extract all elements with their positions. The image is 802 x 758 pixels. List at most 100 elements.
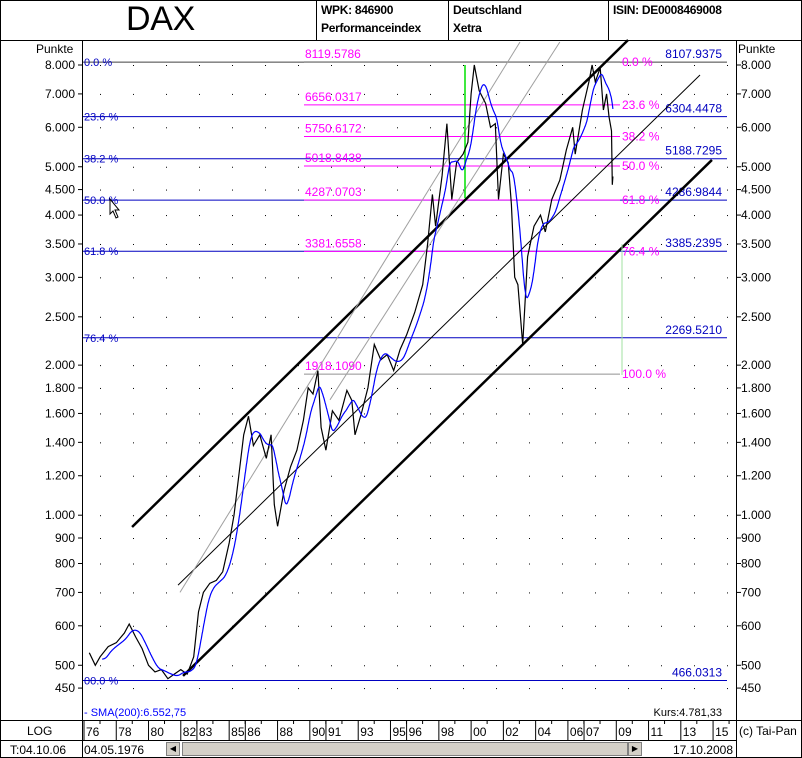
grid-dot xyxy=(496,515,497,517)
grid-dot xyxy=(100,316,101,318)
grid-dot xyxy=(661,166,662,168)
grid-dot xyxy=(529,277,530,279)
x-tick-label: 78 xyxy=(118,725,132,739)
grid-dot xyxy=(298,189,299,191)
grid-dot xyxy=(463,93,464,95)
grid-dot xyxy=(562,93,563,95)
grid-dot xyxy=(562,515,563,517)
grid-dot xyxy=(595,277,596,279)
grid-dot xyxy=(430,563,431,565)
grid-dot xyxy=(694,688,695,690)
grid-dot xyxy=(232,387,233,389)
grid-dot xyxy=(298,277,299,279)
grid-dot xyxy=(397,625,398,627)
left-axis-unit: Punkte xyxy=(36,42,74,56)
grid-dot xyxy=(265,515,266,517)
grid-dot xyxy=(727,665,728,667)
grid-dot xyxy=(628,625,629,627)
grid-dot xyxy=(199,442,200,444)
copyright-label: (c) Tai-Pan xyxy=(739,724,797,738)
grid-dot xyxy=(397,189,398,191)
x-tick-label: 11 xyxy=(651,725,664,739)
grid-dot xyxy=(496,563,497,565)
grid-dot xyxy=(364,189,365,191)
fib-short-value: 6656.0317 xyxy=(305,90,362,104)
y-tick-label-right: 450 xyxy=(741,681,761,695)
y-tick-label-left: 1.000 xyxy=(45,508,75,522)
grid-dot xyxy=(166,277,167,279)
grid-dot xyxy=(727,688,728,690)
end-date: 17.10.2008 xyxy=(672,743,733,757)
grid-dot xyxy=(397,316,398,318)
grid-dot xyxy=(364,413,365,415)
grid-dot xyxy=(364,277,365,279)
grid-dot xyxy=(496,665,497,667)
grid-dot xyxy=(397,166,398,168)
x-tick-label: 93 xyxy=(360,725,374,739)
grid-dot xyxy=(463,243,464,245)
grid-dot xyxy=(694,387,695,389)
grid-dot xyxy=(628,215,629,217)
grid-dot xyxy=(430,413,431,415)
fib-long-pct: 23.6 % xyxy=(84,112,118,124)
grid-dot xyxy=(166,413,167,415)
grid-dot xyxy=(199,127,200,129)
grid-dot xyxy=(166,665,167,667)
grid-dot xyxy=(199,365,200,367)
grid-dot xyxy=(694,215,695,217)
grid-dot xyxy=(331,243,332,245)
scroll-left-button[interactable]: ◀ xyxy=(166,742,180,756)
grid-dot xyxy=(562,65,563,66)
grid-dot xyxy=(199,475,200,477)
grid-dot xyxy=(397,592,398,594)
grid-dot xyxy=(562,475,563,477)
grid-dot xyxy=(298,316,299,318)
x-tick-label: 82 xyxy=(183,725,197,739)
grid-dot xyxy=(727,387,728,389)
scroll-right-button[interactable]: ▶ xyxy=(628,742,642,756)
index-type-label: Performanceindex xyxy=(321,21,421,35)
grid-dot xyxy=(727,166,728,168)
grid-dot xyxy=(529,563,530,565)
grid-dot xyxy=(166,93,167,95)
grid-dot xyxy=(628,515,629,517)
grid-dot xyxy=(100,189,101,191)
grid-dot xyxy=(397,365,398,367)
isin-cell: ISIN: DE0008469008 xyxy=(608,0,802,41)
grid-dot xyxy=(331,665,332,667)
y-tick-label-right: 1.600 xyxy=(741,406,771,420)
grid-dot xyxy=(166,442,167,444)
grid-dot xyxy=(331,93,332,95)
grid-dot xyxy=(133,665,134,667)
x-tick-label: 91 xyxy=(328,725,342,739)
grid-dot xyxy=(100,65,101,66)
grid-dot xyxy=(133,688,134,690)
grid-dot xyxy=(628,688,629,690)
grid-dot xyxy=(133,127,134,129)
grid-dot xyxy=(562,538,563,540)
time-scrollbar[interactable] xyxy=(182,742,628,756)
grid-dot xyxy=(430,93,431,95)
isin-label: ISIN: DE0008469008 xyxy=(613,3,722,17)
grid-dot xyxy=(298,475,299,477)
chart-area[interactable] xyxy=(82,40,737,721)
grid-dot xyxy=(463,189,464,191)
grid-dot xyxy=(727,563,728,565)
grid-dot xyxy=(562,413,563,415)
grid-dot xyxy=(529,592,530,594)
grid-dot xyxy=(133,365,134,367)
y-tick-label-left: 4.000 xyxy=(45,208,75,222)
grid-dot xyxy=(199,538,200,540)
grid-dot xyxy=(727,442,728,444)
grid-dot xyxy=(694,413,695,415)
grid-dot xyxy=(232,215,233,217)
y-tick-label-left: 3.000 xyxy=(45,270,75,284)
grid-dot xyxy=(529,127,530,129)
grid-dot xyxy=(628,442,629,444)
grid-dot xyxy=(265,127,266,129)
grid-dot xyxy=(331,215,332,217)
grid-dot xyxy=(430,688,431,690)
grid-dot xyxy=(727,475,728,477)
grid-dot xyxy=(298,413,299,415)
grid-dot xyxy=(232,316,233,318)
